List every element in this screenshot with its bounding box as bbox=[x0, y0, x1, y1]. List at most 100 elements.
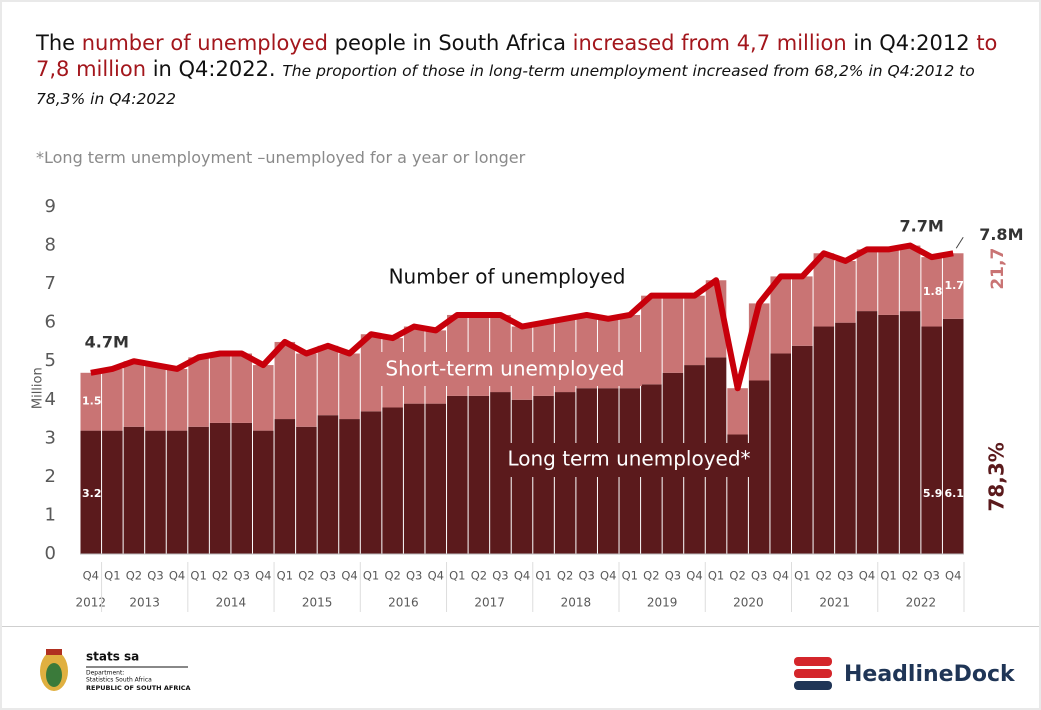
bar-segment bbox=[899, 245, 921, 312]
logo-text: REPUBLIC OF SOUTH AFRICA bbox=[86, 684, 191, 692]
title-segment: The bbox=[36, 31, 82, 55]
x-tick-label: Q3 bbox=[320, 569, 336, 583]
x-tick-label: Q4 bbox=[83, 569, 99, 583]
year-label: 2013 bbox=[129, 596, 160, 610]
x-tick-label: Q2 bbox=[471, 569, 487, 583]
x-tick-label: Q2 bbox=[557, 569, 573, 583]
bar-segment bbox=[921, 326, 942, 554]
title-segment: people in South Africa bbox=[327, 31, 573, 55]
data-label: 4.7M bbox=[85, 332, 129, 351]
y-tick-label: 6 bbox=[45, 312, 56, 333]
data-label: 7.7M bbox=[900, 217, 944, 236]
x-tick-label: Q2 bbox=[729, 569, 745, 583]
bar-segment bbox=[188, 357, 209, 427]
year-label: 2012 bbox=[76, 596, 107, 610]
headlinedock-icon bbox=[794, 657, 832, 690]
annotation: 78,3% bbox=[985, 442, 1009, 511]
bar-segment bbox=[684, 295, 705, 366]
bar-segment bbox=[339, 419, 360, 554]
title-segment: to 7,8 million bbox=[36, 31, 998, 81]
bar-segment bbox=[252, 365, 274, 431]
y-tick-label: 0 bbox=[45, 543, 56, 564]
x-tick-label: Q1 bbox=[449, 569, 465, 583]
bar-segment bbox=[403, 403, 425, 554]
x-tick-label: Q1 bbox=[277, 569, 293, 583]
x-tick-label: Q3 bbox=[751, 569, 767, 583]
year-label: 2018 bbox=[561, 596, 592, 610]
x-tick-label: Q1 bbox=[104, 569, 120, 583]
x-tick-label: Q2 bbox=[298, 569, 314, 583]
logo-text: stats sa bbox=[86, 650, 139, 664]
bar-segment bbox=[856, 311, 878, 554]
x-tick-label: Q2 bbox=[384, 569, 400, 583]
y-axis-label: Million bbox=[31, 367, 46, 409]
data-label: 1.8 bbox=[923, 285, 943, 298]
x-tick-label: Q4 bbox=[773, 569, 789, 583]
logo-text: HeadlineDock bbox=[844, 662, 1016, 687]
bar-segment bbox=[727, 388, 748, 435]
bar-segment bbox=[641, 295, 662, 385]
year-label: 2014 bbox=[216, 596, 247, 610]
bar-segment bbox=[792, 276, 813, 346]
data-label: 7.8M bbox=[979, 225, 1023, 244]
x-tick-label: Q1 bbox=[190, 569, 206, 583]
x-tick-label: Q4 bbox=[169, 569, 185, 583]
subtitle: The proportion of those in long-term une… bbox=[36, 62, 975, 108]
year-label: 2016 bbox=[388, 596, 419, 610]
series-label: Long term unemployed* bbox=[507, 447, 750, 471]
x-tick-label: Q3 bbox=[923, 569, 939, 583]
y-tick-label: 7 bbox=[45, 273, 56, 294]
bar-segment bbox=[770, 276, 792, 354]
bar-segment bbox=[80, 372, 102, 431]
x-tick-label: Q4 bbox=[255, 569, 271, 583]
bar-segment bbox=[835, 322, 856, 554]
y-tick-label: 2 bbox=[45, 466, 56, 487]
year-label: 2022 bbox=[906, 596, 937, 610]
bar-segment bbox=[252, 430, 274, 554]
bar-segment bbox=[166, 368, 188, 431]
bar-segment bbox=[231, 422, 252, 554]
chart-title: The number of unemployed people in South… bbox=[36, 31, 997, 81]
bar-segment bbox=[856, 249, 878, 312]
bar-segment bbox=[662, 295, 684, 373]
x-tick-label: Q4 bbox=[600, 569, 616, 583]
bar-segment bbox=[102, 368, 123, 431]
logo-text: Statistics South Africa bbox=[86, 677, 152, 684]
x-tick-label: Q3 bbox=[665, 569, 681, 583]
x-tick-label: Q3 bbox=[492, 569, 508, 583]
bar-segment bbox=[942, 253, 964, 319]
bar-segment bbox=[274, 341, 296, 420]
y-tick-label: 8 bbox=[45, 235, 56, 256]
bar-segment bbox=[145, 365, 166, 431]
data-label: 5.9 bbox=[923, 487, 943, 500]
x-tick-label: Q1 bbox=[794, 569, 810, 583]
year-label: 2021 bbox=[819, 596, 850, 610]
x-tick-label: Q4 bbox=[945, 569, 961, 583]
title-segment: number of unemployed bbox=[81, 31, 328, 55]
line bbox=[90, 242, 954, 392]
bar-segment bbox=[102, 430, 123, 554]
x-tick-label: Q3 bbox=[147, 569, 163, 583]
bar-segment bbox=[123, 361, 145, 427]
logo-text: Department: bbox=[86, 670, 124, 677]
leader-line bbox=[955, 236, 964, 249]
note: *Long term unemployment –unemployed for … bbox=[36, 148, 526, 167]
data-label: 6.1 bbox=[944, 487, 964, 500]
title-segment: increased from 4,7 million bbox=[572, 31, 847, 55]
bar-segment bbox=[80, 430, 102, 554]
series-label: Short-term unemployed bbox=[385, 357, 624, 381]
data-label: 1.5 bbox=[82, 395, 102, 408]
label-patch bbox=[368, 352, 642, 386]
annotation: 21,7 bbox=[988, 248, 1008, 290]
footer: stats sa Department: Statistics South Af… bbox=[2, 626, 1039, 708]
bar-segment bbox=[317, 345, 339, 416]
bar-segment bbox=[468, 395, 490, 554]
bar-segment bbox=[188, 426, 209, 554]
x-tick-label: Q3 bbox=[578, 569, 594, 583]
bar-segment bbox=[296, 353, 317, 427]
bar-segment bbox=[447, 395, 468, 554]
bar-segment bbox=[274, 419, 296, 554]
x-tick-label: Q4 bbox=[514, 569, 530, 583]
title-segment: in Q4:2012 bbox=[846, 31, 977, 55]
